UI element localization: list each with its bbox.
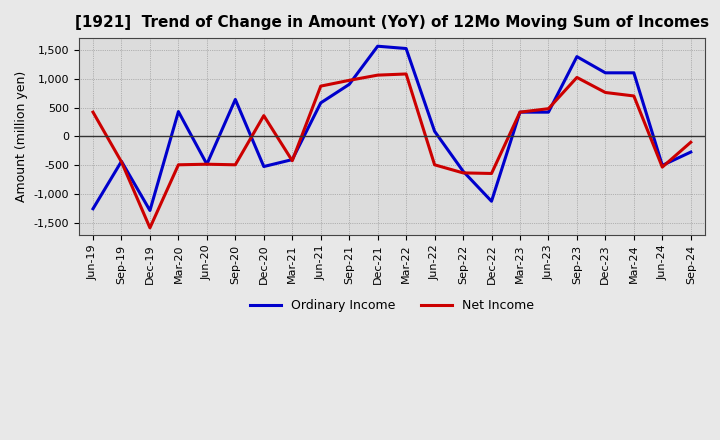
Net Income [658, 165, 667, 170]
Ordinary Income [259, 164, 268, 169]
Net Income [174, 162, 183, 168]
Net Income [288, 158, 297, 163]
Ordinary Income [487, 198, 496, 204]
Ordinary Income [374, 44, 382, 49]
Net Income [202, 161, 211, 167]
Ordinary Income [686, 150, 695, 155]
Ordinary Income [544, 110, 553, 115]
Y-axis label: Amount (million yen): Amount (million yen) [15, 71, 28, 202]
Net Income [345, 78, 354, 83]
Net Income [117, 159, 126, 165]
Line: Ordinary Income: Ordinary Income [93, 46, 690, 210]
Net Income [516, 110, 524, 115]
Ordinary Income [145, 208, 154, 213]
Net Income [259, 113, 268, 118]
Net Income [402, 71, 410, 77]
Net Income [572, 75, 581, 80]
Net Income [487, 171, 496, 176]
Line: Net Income: Net Income [93, 74, 690, 228]
Ordinary Income [89, 206, 97, 211]
Legend: Ordinary Income, Net Income: Ordinary Income, Net Income [245, 294, 539, 317]
Ordinary Income [174, 109, 183, 114]
Ordinary Income [658, 163, 667, 168]
Net Income [231, 162, 240, 168]
Net Income [601, 90, 610, 95]
Ordinary Income [516, 110, 524, 115]
Ordinary Income [601, 70, 610, 75]
Net Income [145, 225, 154, 231]
Net Income [686, 139, 695, 145]
Ordinary Income [117, 159, 126, 164]
Net Income [316, 84, 325, 89]
Ordinary Income [459, 169, 467, 174]
Ordinary Income [345, 82, 354, 87]
Net Income [89, 110, 97, 115]
Net Income [459, 170, 467, 176]
Ordinary Income [316, 100, 325, 106]
Ordinary Income [629, 70, 638, 75]
Ordinary Income [288, 157, 297, 162]
Net Income [629, 93, 638, 99]
Ordinary Income [402, 46, 410, 51]
Ordinary Income [231, 97, 240, 102]
Ordinary Income [431, 128, 439, 134]
Ordinary Income [572, 54, 581, 59]
Net Income [431, 162, 439, 168]
Title: [1921]  Trend of Change in Amount (YoY) of 12Mo Moving Sum of Incomes: [1921] Trend of Change in Amount (YoY) o… [75, 15, 709, 30]
Ordinary Income [202, 161, 211, 167]
Net Income [374, 73, 382, 78]
Net Income [544, 106, 553, 111]
